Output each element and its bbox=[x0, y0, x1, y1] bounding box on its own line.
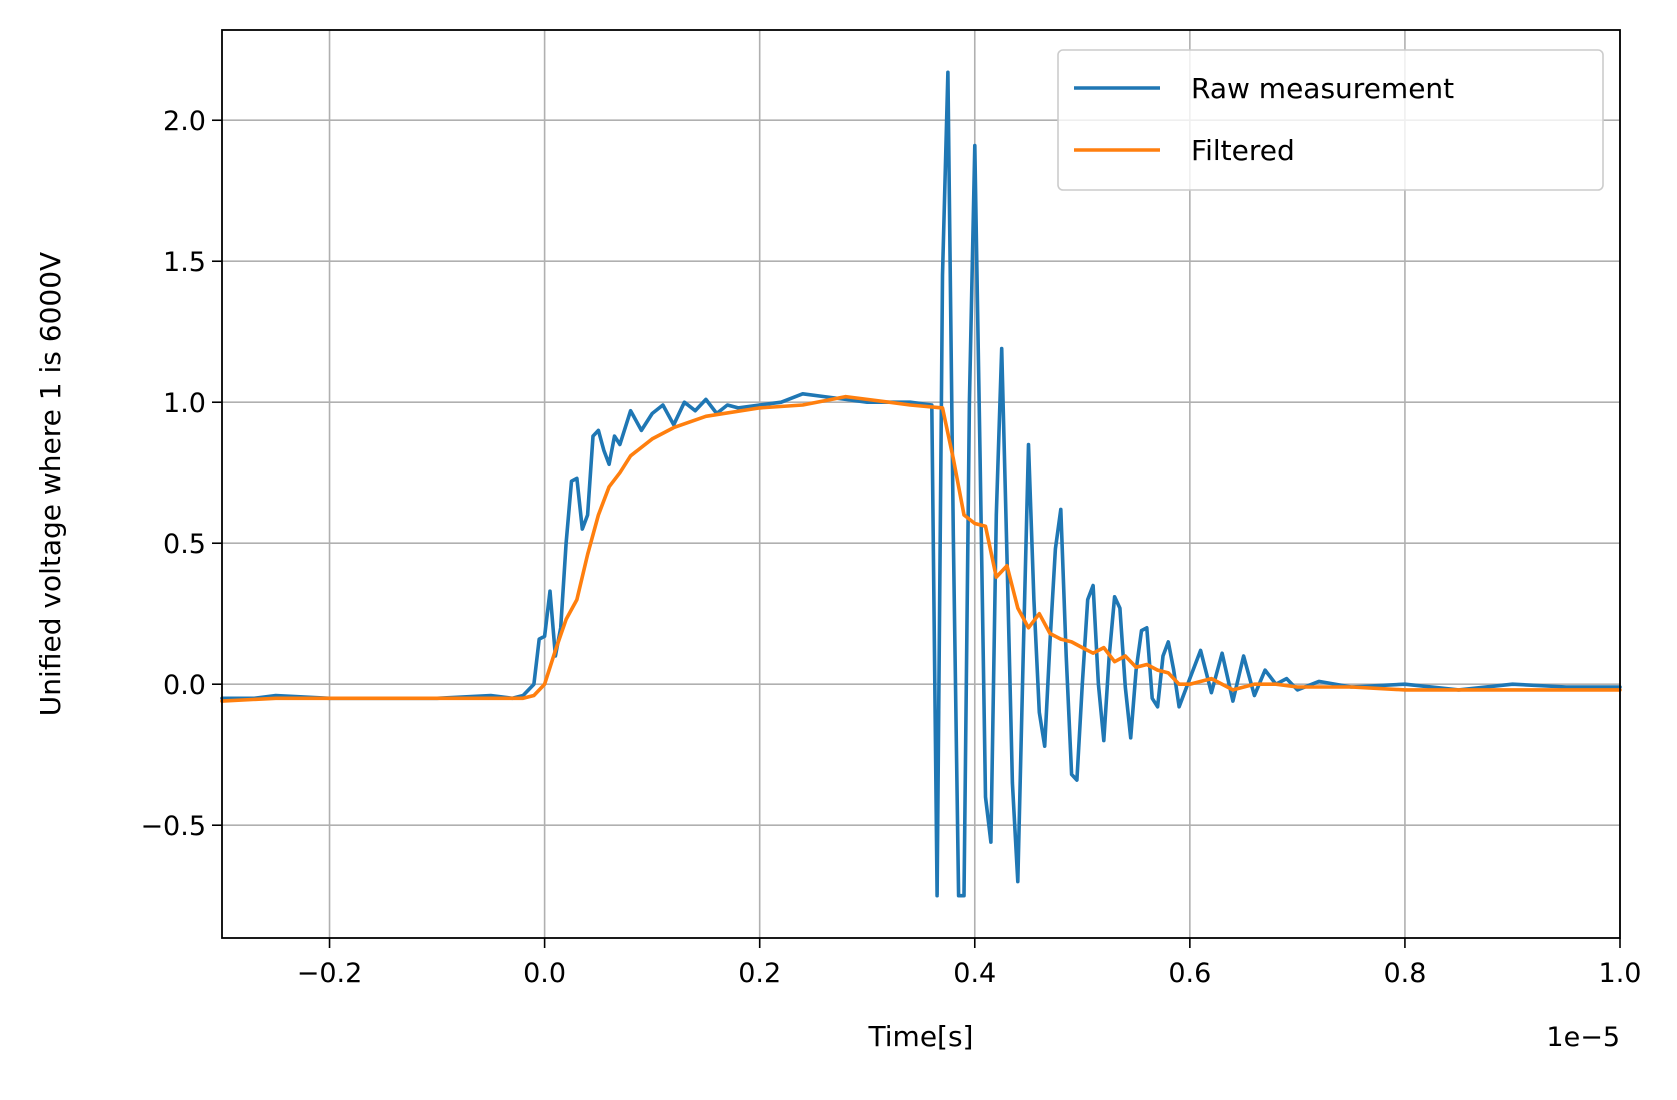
x-axis-offset-label: 1e−5 bbox=[1546, 1022, 1620, 1053]
y-tick-label: 2.0 bbox=[163, 106, 206, 137]
series-line-raw-measurement bbox=[220, 70, 1622, 898]
x-tick-label: 0.8 bbox=[1383, 958, 1426, 989]
x-tick-label: 1.0 bbox=[1599, 958, 1642, 989]
y-tick-label: −0.5 bbox=[140, 811, 206, 842]
legend-label-raw-measurement: Raw measurement bbox=[1191, 72, 1454, 105]
legend: Raw measurement Filtered bbox=[1057, 49, 1604, 191]
x-tick-label: −0.2 bbox=[297, 958, 363, 989]
legend-label-filtered: Filtered bbox=[1191, 134, 1295, 167]
series-line-filtered bbox=[220, 394, 1622, 703]
axis-ticks: −0.2 0.0 0.2 0.4 0.6 0.8 1.0 −0.5 0.0 0.5 1.0 1.5 2.… bbox=[140, 106, 1641, 989]
x-tick-label: 0.4 bbox=[953, 958, 996, 989]
y-tick-label: 0.5 bbox=[163, 529, 206, 560]
x-tick-label: 0.2 bbox=[738, 958, 781, 989]
legend-box bbox=[1057, 49, 1604, 191]
y-tick-label: 1.5 bbox=[163, 247, 206, 278]
y-tick-label: 1.0 bbox=[163, 388, 206, 419]
plot-area bbox=[220, 70, 1622, 898]
plot-frame bbox=[221, 29, 1621, 939]
x-tick-label: 0.6 bbox=[1168, 958, 1211, 989]
y-axis-label: Unified voltage where 1 is 6000V bbox=[34, 252, 67, 716]
y-tick-label: 0.0 bbox=[163, 670, 206, 701]
x-tick-label: 0.0 bbox=[523, 958, 566, 989]
x-axis-label: Time[s] bbox=[868, 1020, 974, 1053]
